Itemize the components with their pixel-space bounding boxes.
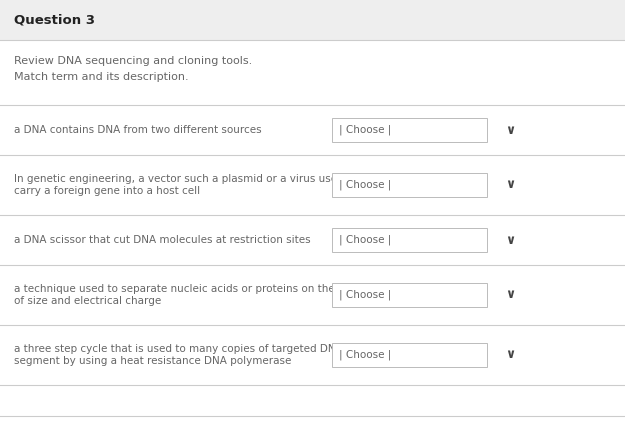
- Text: carry a foreign gene into a host cell: carry a foreign gene into a host cell: [14, 187, 200, 197]
- Text: | Choose |: | Choose |: [339, 125, 391, 135]
- Text: a DNA contains DNA from two different sources: a DNA contains DNA from two different so…: [14, 125, 262, 135]
- Text: ∨: ∨: [505, 349, 515, 362]
- FancyBboxPatch shape: [332, 118, 487, 142]
- Text: Review DNA sequencing and cloning tools.: Review DNA sequencing and cloning tools.: [14, 56, 252, 66]
- Text: | Choose |: | Choose |: [339, 290, 391, 300]
- Text: a DNA scissor that cut DNA molecules at restriction sites: a DNA scissor that cut DNA molecules at …: [14, 235, 311, 245]
- FancyBboxPatch shape: [332, 343, 487, 367]
- Text: | Choose |: | Choose |: [339, 180, 391, 190]
- Text: | Choose |: | Choose |: [339, 350, 391, 360]
- Text: ∨: ∨: [505, 179, 515, 192]
- Text: of size and electrical charge: of size and electrical charge: [14, 296, 161, 306]
- FancyBboxPatch shape: [332, 283, 487, 307]
- Text: a three step cycle that is used to many copies of targeted DNA: a three step cycle that is used to many …: [14, 344, 342, 354]
- Text: Question 3: Question 3: [14, 13, 95, 27]
- FancyBboxPatch shape: [332, 228, 487, 252]
- Text: segment by using a heat resistance DNA polymerase: segment by using a heat resistance DNA p…: [14, 357, 291, 367]
- FancyBboxPatch shape: [0, 0, 625, 40]
- Text: Match term and its description.: Match term and its description.: [14, 72, 189, 82]
- Text: ∨: ∨: [505, 123, 515, 136]
- Text: a technique used to separate nucleic acids or proteins on the basis: a technique used to separate nucleic aci…: [14, 283, 365, 293]
- Text: | Choose |: | Choose |: [339, 235, 391, 245]
- FancyBboxPatch shape: [332, 173, 487, 197]
- Text: In genetic engineering, a vector such a plasmid or a virus used to: In genetic engineering, a vector such a …: [14, 173, 357, 184]
- Text: ∨: ∨: [505, 288, 515, 301]
- Text: ∨: ∨: [505, 234, 515, 247]
